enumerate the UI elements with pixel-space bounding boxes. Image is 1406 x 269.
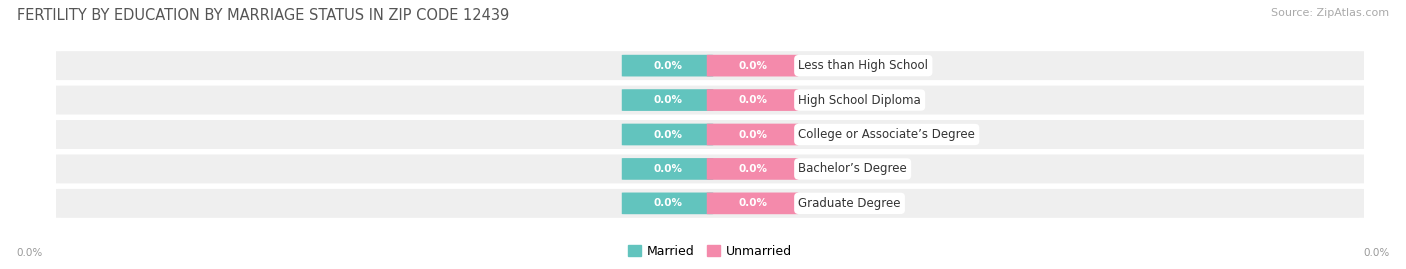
Text: 0.0%: 0.0%: [652, 129, 682, 140]
Text: 0.0%: 0.0%: [738, 95, 768, 105]
Text: 0.0%: 0.0%: [738, 198, 768, 208]
FancyBboxPatch shape: [44, 51, 1376, 80]
Text: 0.0%: 0.0%: [1362, 248, 1389, 258]
Text: FERTILITY BY EDUCATION BY MARRIAGE STATUS IN ZIP CODE 12439: FERTILITY BY EDUCATION BY MARRIAGE STATU…: [17, 8, 509, 23]
FancyBboxPatch shape: [621, 124, 713, 145]
FancyBboxPatch shape: [707, 124, 799, 145]
FancyBboxPatch shape: [44, 189, 1376, 218]
FancyBboxPatch shape: [707, 55, 799, 76]
Text: 0.0%: 0.0%: [652, 61, 682, 71]
FancyBboxPatch shape: [621, 89, 713, 111]
Text: Source: ZipAtlas.com: Source: ZipAtlas.com: [1271, 8, 1389, 18]
Text: College or Associate’s Degree: College or Associate’s Degree: [799, 128, 976, 141]
Text: 0.0%: 0.0%: [652, 164, 682, 174]
Text: 0.0%: 0.0%: [652, 198, 682, 208]
Text: High School Diploma: High School Diploma: [799, 94, 921, 107]
Text: Graduate Degree: Graduate Degree: [799, 197, 901, 210]
Text: 0.0%: 0.0%: [738, 164, 768, 174]
Text: Bachelor’s Degree: Bachelor’s Degree: [799, 162, 907, 175]
Text: 0.0%: 0.0%: [738, 61, 768, 71]
FancyBboxPatch shape: [621, 55, 713, 76]
Legend: Married, Unmarried: Married, Unmarried: [623, 239, 797, 263]
FancyBboxPatch shape: [44, 86, 1376, 115]
Text: 0.0%: 0.0%: [652, 95, 682, 105]
FancyBboxPatch shape: [44, 154, 1376, 183]
Text: 0.0%: 0.0%: [17, 248, 44, 258]
Text: 0.0%: 0.0%: [738, 129, 768, 140]
Text: Less than High School: Less than High School: [799, 59, 928, 72]
FancyBboxPatch shape: [44, 120, 1376, 149]
FancyBboxPatch shape: [707, 89, 799, 111]
FancyBboxPatch shape: [707, 193, 799, 214]
FancyBboxPatch shape: [621, 158, 713, 180]
FancyBboxPatch shape: [621, 193, 713, 214]
FancyBboxPatch shape: [707, 158, 799, 180]
